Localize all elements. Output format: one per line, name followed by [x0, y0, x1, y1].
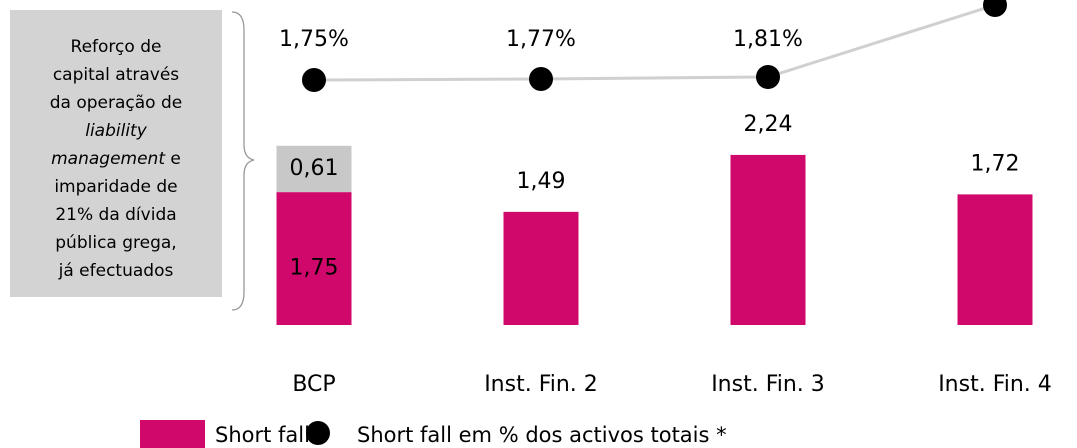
annotation-box	[10, 10, 222, 297]
annotation-text: 21% da dívida	[55, 205, 176, 225]
data-label: 0,61	[290, 156, 339, 181]
bar	[276, 192, 352, 325]
annotation-line: 21% da dívida	[55, 205, 176, 225]
line-marker	[529, 67, 553, 91]
data-label: 1,77%	[506, 27, 576, 52]
bar	[276, 145, 352, 193]
annotation-line: pública grega,	[55, 233, 176, 253]
x-tick-label: BCP	[292, 372, 335, 397]
bar	[730, 154, 806, 325]
x-tick-label: Inst. Fin. 4	[938, 372, 1052, 397]
bar	[503, 211, 579, 325]
annotation-text: imparidade de	[54, 177, 177, 197]
brace	[231, 11, 255, 311]
annotation-line: liability	[85, 121, 147, 141]
data-label: 2,24	[744, 112, 793, 137]
annotation-text: Reforço de	[71, 37, 162, 57]
legend-marker	[306, 421, 330, 445]
annotation-line: imparidade de	[54, 177, 177, 197]
line	[313, 3, 996, 82]
annotation-text: management	[51, 149, 166, 169]
data-label: 1,75%	[279, 27, 349, 52]
annotation-line: capital através	[53, 65, 179, 85]
annotation-line: management e	[51, 149, 181, 169]
line-marker	[983, 0, 1007, 17]
annotation-text: já efectuados	[58, 261, 174, 281]
annotation-text: da operação de	[50, 93, 183, 113]
annotation-text: e	[165, 149, 181, 169]
data-label: 1,75	[290, 256, 339, 281]
annotation-line: Reforço de	[71, 37, 162, 57]
annotation-text: liability	[85, 121, 147, 141]
annotation-line: da operação de	[50, 93, 183, 113]
annotation-text: pública grega,	[55, 233, 176, 253]
line-marker	[302, 68, 326, 92]
line-marker	[756, 65, 780, 89]
legend-label: Short fall em % dos activos totais *	[357, 423, 727, 447]
annotation-line: já efectuados	[58, 261, 174, 281]
data-label: 1,81%	[733, 27, 803, 52]
legend-swatch	[140, 420, 205, 448]
x-tick-label: Inst. Fin. 2	[484, 372, 598, 397]
legend-label: Short fall	[215, 423, 310, 447]
data-label: 1,49	[517, 169, 566, 194]
annotation-text: capital através	[53, 65, 179, 85]
x-tick-label: Inst. Fin. 3	[711, 372, 825, 397]
data-label: 1,72	[971, 151, 1020, 176]
bar	[957, 194, 1033, 325]
